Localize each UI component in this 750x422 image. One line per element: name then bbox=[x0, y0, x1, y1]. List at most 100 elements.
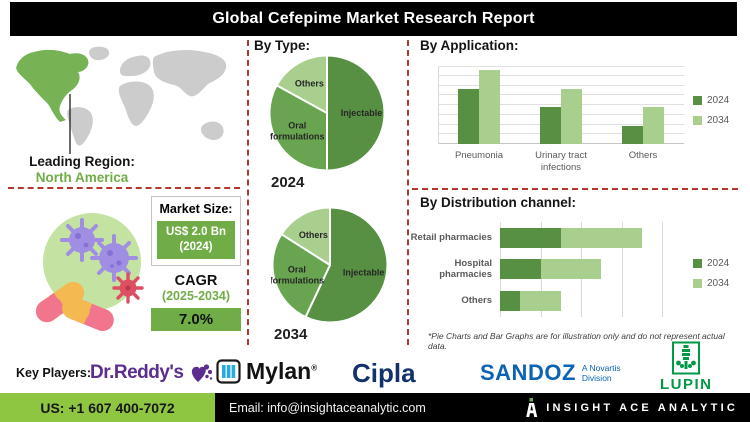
legend-swatch bbox=[693, 96, 702, 105]
grid-line bbox=[438, 84, 684, 86]
grid-line bbox=[621, 222, 623, 317]
vertical-divider bbox=[407, 40, 409, 345]
legend-swatch bbox=[693, 116, 702, 125]
cagr-value: 7.0% bbox=[151, 308, 241, 331]
logo-drreddys: Dr.Reddy's bbox=[90, 360, 214, 386]
legend-label: 2024 bbox=[707, 95, 730, 106]
cagr-block: CAGR (2025-2034) 7.0% bbox=[151, 273, 241, 331]
map-north-america bbox=[16, 49, 89, 123]
mylan-wordmark: Mylan® bbox=[246, 358, 318, 384]
logo-lupin: LUPIN bbox=[660, 341, 713, 393]
bar-2034-pneumonia bbox=[479, 69, 500, 144]
cagr-period: (2025-2034) bbox=[161, 289, 231, 303]
application-plot-area bbox=[438, 66, 684, 144]
segment-2034-retail-pharmacies bbox=[560, 228, 642, 248]
logo-cipla: Cipla bbox=[352, 358, 416, 389]
hbar-row: Hospital pharmacies bbox=[408, 258, 668, 281]
pie-slice-label: Oral formulations bbox=[271, 265, 324, 286]
vertical-divider bbox=[247, 40, 249, 345]
pie-slice-label: Oral formulations bbox=[270, 121, 325, 142]
legend-label: 2034 bbox=[707, 278, 730, 289]
pie-slice-label: Others bbox=[299, 230, 328, 240]
category-label: Retail pharmacies bbox=[410, 232, 492, 244]
map-africa bbox=[118, 81, 154, 126]
pie-svg: Injectable Oral formulations Others bbox=[270, 206, 389, 324]
lupin-wordmark: LUPIN bbox=[660, 376, 713, 393]
hbar-row: Others bbox=[408, 290, 668, 311]
drreddys-heart-icon bbox=[191, 364, 212, 382]
pie-2034-year-label: 2034 bbox=[274, 326, 308, 343]
map-south-america bbox=[67, 107, 93, 146]
drug-microbe-illustration bbox=[35, 213, 144, 331]
map-asia bbox=[152, 49, 227, 97]
by-distribution-heading: By Distribution channel: bbox=[420, 195, 577, 210]
key-players-label: Key Players: bbox=[16, 366, 92, 380]
bar-2024-pneumonia bbox=[458, 89, 479, 144]
by-application-heading: By Application: bbox=[420, 38, 519, 53]
leading-region-value: North America bbox=[35, 170, 129, 185]
market-size-value: US$ 2.0 Bn (2024) bbox=[157, 221, 235, 259]
distribution-bar-chart: Retail pharmacies Hospital pharmacies Othe… bbox=[408, 222, 668, 317]
segment-2024-others bbox=[500, 290, 521, 311]
cagr-label: CAGR bbox=[174, 273, 218, 289]
virus-red bbox=[112, 272, 144, 304]
virus-purple-1 bbox=[60, 218, 104, 262]
email-address: Email: info@insightaceanalytic.com bbox=[229, 400, 426, 415]
logo-mylan: Mylan® bbox=[216, 358, 317, 385]
grid-line bbox=[662, 222, 663, 317]
virus-purple-2 bbox=[90, 234, 138, 282]
application-category-labels: Pneumonia Urinary tract infections Others bbox=[438, 150, 684, 174]
segment-2034-others bbox=[520, 290, 561, 311]
bar-2024-others bbox=[622, 126, 643, 144]
category-label: Others bbox=[628, 150, 658, 161]
brand-lockup: INSIGHT ACE ANALYTIC bbox=[524, 398, 738, 417]
leading-region-label: Leading Region: bbox=[29, 154, 135, 169]
phone-number: US: +1 607 400-7072 bbox=[40, 399, 175, 416]
footer-contact-bar: Email: info@insightaceanalytic.com INSIG… bbox=[215, 393, 750, 422]
pie-slice-label: Injectable bbox=[341, 108, 383, 118]
market-size-amount: US$ 2.0 Bn bbox=[165, 226, 227, 238]
hbar-row: Retail pharmacies bbox=[408, 228, 668, 248]
legend-item: 2024 bbox=[693, 258, 729, 269]
application-bar-chart: Pneumonia Urinary tract infections Others bbox=[438, 66, 686, 174]
pie-chart-2024: Injectable Oral formulations Others bbox=[268, 54, 386, 177]
cipla-wordmark: Cipla bbox=[352, 358, 416, 388]
drreddys-wordmark: Dr.Reddy's bbox=[90, 362, 184, 383]
legend-swatch bbox=[693, 259, 702, 268]
grid-line bbox=[438, 74, 684, 76]
segment-2024-hospital-pharmacies bbox=[500, 259, 541, 280]
legend-item: 2024 bbox=[693, 95, 729, 106]
legend-label: 2024 bbox=[707, 258, 730, 269]
world-map bbox=[16, 46, 227, 154]
legend-swatch bbox=[693, 279, 702, 288]
legend-item: 2034 bbox=[693, 115, 729, 126]
bar-2034-others bbox=[643, 106, 664, 144]
category-label: Urinary tract infections bbox=[535, 150, 587, 173]
virus-purple-dots bbox=[75, 233, 122, 268]
pie-slice-injectable bbox=[304, 206, 389, 324]
pie-slice-injectable bbox=[326, 54, 386, 172]
legend-item: 2034 bbox=[693, 278, 729, 289]
pie-slice-label: Injectable bbox=[343, 268, 385, 278]
hbar-track bbox=[500, 259, 662, 280]
segment-2034-hospital-pharmacies bbox=[540, 259, 602, 280]
capsule-1 bbox=[35, 281, 85, 323]
bar-2034-urinary-tract-infections bbox=[561, 89, 582, 144]
pie-slice-oral-formulations bbox=[268, 84, 328, 172]
mylan-bars-icon bbox=[216, 359, 241, 384]
pie-slice-oral-formulations bbox=[271, 233, 331, 319]
distribution-legend: 2024 2034 bbox=[693, 258, 729, 289]
pie-slice-label: Others bbox=[295, 78, 324, 88]
lupin-flower-icon bbox=[672, 341, 701, 375]
pie-2024-year-label: 2024 bbox=[271, 174, 305, 191]
mylan-registered-mark: ® bbox=[311, 363, 318, 373]
hbar-track bbox=[500, 228, 662, 248]
title-bar: Global Cefepime Market Research Report bbox=[10, 2, 737, 36]
pie-svg: Injectable Oral formulations Others bbox=[268, 54, 386, 172]
market-size-year: (2024) bbox=[179, 240, 213, 253]
insight-ace-logo-icon bbox=[526, 398, 538, 417]
disclaimer-footnote: *Pie Charts and Bar Graphs are for illus… bbox=[428, 331, 725, 351]
footer-phone-bar: US: +1 607 400-7072 bbox=[0, 393, 215, 422]
map-australia bbox=[200, 121, 224, 140]
horizontal-divider bbox=[8, 187, 240, 189]
